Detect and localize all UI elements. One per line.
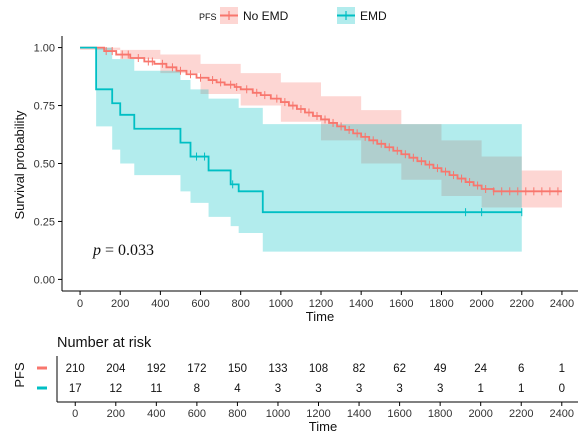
legend-title: PFS (199, 12, 217, 22)
risk-table-x-title: Time (309, 419, 337, 434)
risk-x-tick-label: 1000 (266, 408, 290, 420)
survival-curve-emd (80, 46, 522, 214)
x-tick-label: 600 (191, 298, 209, 310)
risk-x-tick-label: 2000 (468, 408, 492, 420)
p-symbol: p (92, 242, 101, 259)
y-tick-label: 1.00 (34, 43, 55, 55)
risk-cell-emd: 3 (315, 383, 321, 395)
risk-cell-emd: 11 (150, 383, 162, 395)
risk-table-x-ticks: 0 200 400 600 800 1000 1200 1400 1600 1800 2000 220… (72, 402, 574, 420)
risk-table-cells: 210 204 192 172 150 133 108 82 62 49 24 6 117 12 11 8 4 3… (66, 363, 565, 395)
risk-cell-emd: 4 (234, 383, 241, 395)
risk-table-title: Number at risk (57, 335, 152, 351)
risk-x-tick-label: 400 (147, 408, 165, 420)
risk-cell-emd: 1 (518, 383, 524, 395)
risk-cell-no-emd: 1 (559, 363, 565, 375)
risk-cell-no-emd: 192 (147, 363, 166, 375)
risk-x-tick-label: 1400 (347, 408, 371, 420)
risk-cell-no-emd: 210 (66, 363, 85, 375)
risk-x-tick-label: 800 (228, 408, 246, 420)
risk-cell-no-emd: 108 (309, 363, 328, 375)
y-tick-label: 0.50 (34, 159, 55, 171)
risk-cell-emd: 8 (194, 383, 200, 395)
risk-table-group-label: PFS (12, 362, 27, 388)
x-tick-label: 0 (77, 298, 83, 310)
risk-cell-no-emd: 24 (474, 363, 487, 375)
risk-x-tick-label: 2200 (509, 408, 533, 420)
risk-x-tick-label: 0 (72, 408, 78, 420)
risk-x-tick-label: 600 (188, 408, 206, 420)
risk-x-tick-label: 1600 (387, 408, 411, 420)
p-value: = 0.033 (101, 242, 154, 259)
x-tick-label: 1800 (429, 298, 453, 310)
risk-cell-no-emd: 82 (353, 363, 366, 375)
risk-cell-no-emd: 49 (434, 363, 447, 375)
x-tick-label: 200 (111, 298, 129, 310)
risk-x-tick-label: 2400 (550, 408, 574, 420)
y-tick-label: 0.25 (34, 216, 55, 228)
legend-label-emd: EMD (360, 9, 387, 23)
x-tick-label: 2400 (550, 298, 574, 310)
risk-cell-emd: 1 (477, 383, 483, 395)
risk-cell-emd: 3 (396, 383, 402, 395)
risk-cell-no-emd: 133 (268, 363, 287, 375)
risk-cell-no-emd: 6 (518, 363, 524, 375)
risk-cell-no-emd: 150 (228, 363, 247, 375)
legend: PFS No EMD EMD (199, 7, 387, 24)
risk-table: Number at risk PFS 210 204 192 172 150 133 108… (12, 335, 578, 434)
x-tick-label: 1400 (349, 298, 373, 310)
ci-band-emd (80, 47, 522, 252)
confidence-bands (80, 47, 562, 252)
x-tick-label: 2000 (469, 298, 493, 310)
x-tick-label: 1600 (389, 298, 413, 310)
risk-cell-emd: 3 (437, 383, 443, 395)
x-tick-label: 1000 (269, 298, 293, 310)
x-tick-label: 800 (232, 298, 250, 310)
risk-cell-no-emd: 204 (106, 363, 126, 375)
x-axis-ticks: 0 200 400 600 800 1000 1200 1400 1600 1800 2000 220… (77, 291, 574, 310)
x-tick-label: 2200 (510, 298, 534, 310)
risk-cell-no-emd: 172 (187, 363, 206, 375)
x-tick-label: 1200 (309, 298, 333, 310)
risk-x-tick-label: 1200 (306, 408, 330, 420)
censor-marks (105, 47, 559, 217)
p-value-annotation: p = 0.033 (92, 242, 154, 259)
y-axis-ticks: 0.00 0.25 0.50 0.75 1.00 (34, 43, 62, 286)
survival-plot: 0.00 0.25 0.50 0.75 1.00 0 200 400 600 800 1000 12… (12, 36, 578, 324)
legend-label-no-emd: No EMD (243, 9, 289, 23)
y-tick-label: 0.75 (34, 101, 55, 113)
y-axis-title: Survival probability (12, 110, 27, 220)
risk-cell-emd: 12 (109, 383, 122, 395)
x-tick-label: 400 (151, 298, 169, 310)
x-axis-title: Time (306, 309, 334, 324)
risk-x-tick-label: 200 (107, 408, 125, 420)
risk-cell-emd: 3 (356, 383, 362, 395)
y-tick-label: 0.00 (34, 274, 55, 286)
risk-cell-emd: 17 (69, 383, 82, 395)
risk-cell-emd: 3 (275, 383, 281, 395)
risk-cell-no-emd: 62 (393, 363, 406, 375)
risk-x-tick-label: 1800 (428, 408, 452, 420)
risk-cell-emd: 0 (559, 383, 565, 395)
